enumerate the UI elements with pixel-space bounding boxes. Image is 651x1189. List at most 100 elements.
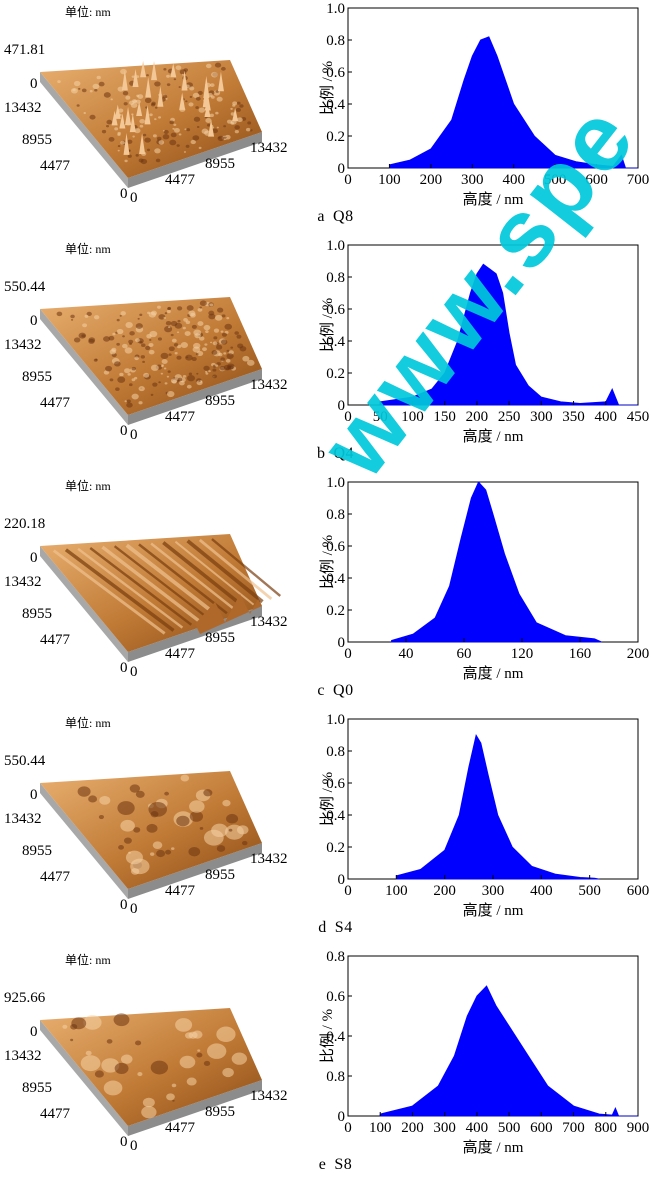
- afm-feature: [226, 813, 239, 824]
- caption-letter: c: [317, 682, 326, 699]
- afm-feature: [204, 343, 208, 346]
- afm-feature: [166, 1093, 175, 1101]
- afm-feature: [99, 795, 111, 805]
- afm-feature: [158, 116, 162, 119]
- afm-y-tick-label: 4477: [40, 1106, 71, 1122]
- afm-feature: [197, 90, 203, 95]
- afm-feature: [187, 374, 195, 382]
- height-histogram: 0 0.8 0.4 0.6 0.8 0 100 200 300 400 500 600 700 800 90…: [319, 949, 650, 1156]
- panel-caption: a Q8: [0, 208, 651, 226]
- x-tick-label: 100: [378, 172, 401, 188]
- afm-feature: [158, 140, 165, 145]
- afm-feature: [172, 379, 177, 384]
- afm-feature: [158, 381, 161, 384]
- x-tick-label: 900: [627, 1120, 650, 1136]
- afm-y-tick-label: 13432: [4, 100, 42, 116]
- afm-feature: [77, 786, 91, 797]
- afm-feature: [141, 1106, 157, 1119]
- afm-origin-label: 0: [130, 190, 138, 206]
- afm-feature: [117, 376, 126, 383]
- afm-z-zero-label: 0: [30, 550, 38, 566]
- afm-feature: [185, 320, 191, 325]
- afm-feature: [165, 320, 172, 326]
- afm-feature: [197, 307, 203, 312]
- afm-feature: [196, 372, 199, 375]
- afm-origin-label: 0: [120, 660, 128, 676]
- afm-feature: [166, 83, 171, 87]
- y-tick-label: 0.4: [326, 808, 345, 824]
- afm-feature: [70, 318, 74, 321]
- afm-feature: [234, 125, 240, 130]
- afm-x-tick-label: 4477: [165, 409, 196, 425]
- afm-feature: [210, 341, 213, 344]
- afm-feature: [184, 128, 187, 131]
- x-tick-label: 0: [344, 172, 352, 188]
- afm-feature: [96, 75, 101, 80]
- x-tick-label: 800: [595, 1120, 618, 1136]
- afm-origin-label: 0: [130, 901, 138, 917]
- afm-spike: [204, 102, 211, 118]
- afm-feature: [115, 387, 120, 391]
- afm-feature: [192, 92, 200, 99]
- y-tick-label: 0.2: [326, 603, 345, 619]
- afm-feature: [172, 1099, 175, 1102]
- afm-feature: [226, 316, 230, 320]
- afm-feature: [150, 852, 155, 856]
- afm-feature: [242, 355, 250, 362]
- x-axis-label: 高度 / nm: [463, 665, 524, 682]
- afm-feature: [103, 92, 111, 98]
- afm-feature: [140, 355, 145, 359]
- afm-feature: [188, 102, 194, 107]
- afm-feature: [122, 343, 128, 349]
- afm-feature: [154, 118, 157, 121]
- afm-feature: [126, 399, 131, 404]
- afm-unit-label: 单位: nm: [65, 478, 111, 493]
- x-tick-label: 500: [578, 883, 601, 899]
- afm-feature: [80, 1055, 101, 1072]
- afm-feature: [126, 402, 133, 408]
- afm-feature: [175, 65, 182, 70]
- afm-feature: [236, 334, 242, 339]
- afm-feature: [148, 311, 157, 318]
- x-tick-label: 250: [498, 409, 520, 425]
- afm-feature: [118, 108, 124, 113]
- x-tick-label: 100: [385, 883, 408, 899]
- afm-feature: [106, 119, 113, 125]
- afm-x-tick-label: 4477: [165, 172, 196, 188]
- afm-feature: [161, 359, 168, 364]
- afm-feature: [154, 106, 158, 109]
- afm-feature: [131, 366, 137, 371]
- y-axis-label: 比例 / %: [319, 298, 336, 352]
- x-tick-label: 400: [530, 883, 553, 899]
- afm-feature: [131, 378, 136, 382]
- afm-3d-surface: [40, 534, 282, 662]
- afm-feature: [190, 139, 196, 145]
- afm-feature: [216, 96, 223, 102]
- afm-feature: [135, 99, 141, 104]
- y-tick-label: 0: [338, 872, 346, 888]
- afm-feature: [209, 83, 215, 87]
- x-tick-label: 700: [627, 172, 650, 188]
- afm-x-tick-label: 13432: [250, 140, 288, 156]
- y-tick-label: 0.2: [326, 366, 345, 382]
- afm-feature: [193, 116, 201, 122]
- afm-feature: [206, 1043, 227, 1059]
- afm-feature: [146, 74, 149, 77]
- afm-feature: [117, 145, 121, 148]
- afm-feature: [150, 811, 159, 818]
- y-axis-label: 比例 / %: [319, 1009, 336, 1063]
- afm-feature: [197, 321, 204, 327]
- afm-feature: [117, 801, 135, 815]
- afm-spike: [114, 104, 121, 119]
- afm-feature: [194, 333, 201, 339]
- afm-feature: [239, 104, 244, 108]
- afm-feature: [70, 1038, 74, 1042]
- afm-feature: [98, 81, 105, 87]
- afm-feature: [171, 338, 177, 343]
- afm-base-front-side: [128, 843, 262, 899]
- x-tick-label: 450: [627, 409, 650, 425]
- x-tick-label: 500: [544, 172, 567, 188]
- afm-feature: [149, 113, 153, 117]
